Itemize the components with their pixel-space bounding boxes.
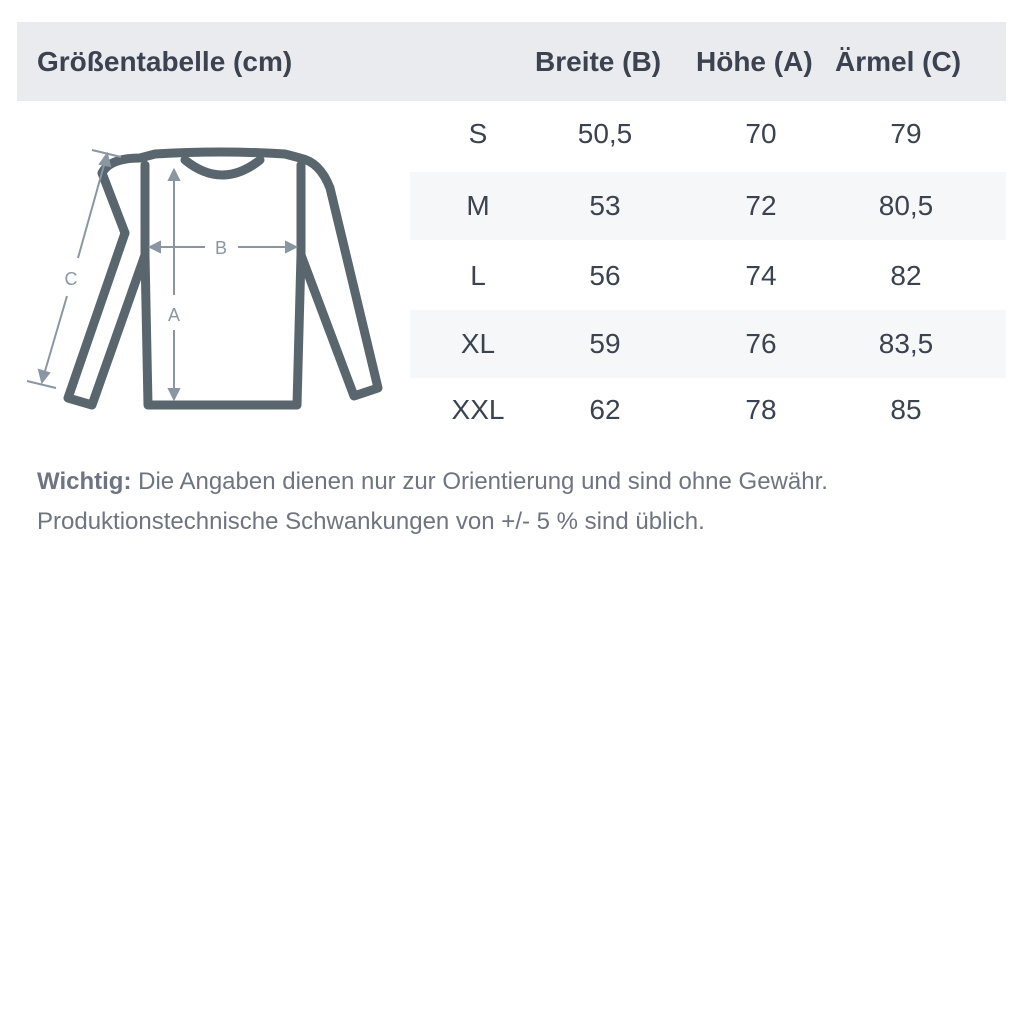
- measure-arrows: [26, 149, 299, 402]
- hoehe-cell: 70: [745, 118, 777, 149]
- aermel-cell: 83,5: [878, 328, 934, 359]
- aermel-cell: 82: [890, 260, 922, 291]
- column-header-hoehe: Höhe (A): [696, 46, 813, 77]
- aermel-cell: 79: [890, 118, 922, 149]
- breite-cell: 50,5: [577, 118, 633, 149]
- breite-cell: 59: [589, 328, 621, 359]
- table-row: [410, 172, 1006, 240]
- label-a: A: [168, 305, 180, 325]
- label-c: C: [65, 269, 78, 289]
- breite-cell: 53: [589, 190, 621, 221]
- breite-cell: 56: [589, 260, 621, 291]
- aermel-cell: 80,5: [878, 190, 934, 221]
- size-cell: XXL: [451, 394, 505, 425]
- hoehe-cell: 76: [745, 328, 777, 359]
- size-cell: M: [466, 190, 490, 221]
- sweater-illustration: A B C: [26, 147, 383, 410]
- hoehe-cell: 74: [745, 260, 777, 291]
- aermel-cell: 85: [890, 394, 922, 425]
- note-label: Wichtig:: [37, 468, 132, 495]
- table-row: [410, 310, 1006, 378]
- size-cell: L: [470, 260, 486, 291]
- note-line-2: Produktionstechnische Schwankungen von +…: [37, 508, 705, 535]
- hoehe-cell: 78: [745, 394, 777, 425]
- label-b: B: [215, 238, 227, 258]
- column-header-aermel: Ärmel (C): [835, 46, 962, 77]
- page-title: Größentabelle (cm): [37, 46, 293, 77]
- hoehe-cell: 72: [745, 190, 777, 221]
- size-cell: S: [468, 118, 488, 149]
- breite-cell: 62: [589, 394, 621, 425]
- disclaimer-note: Wichtig: Die Angaben dienen nur zur Orie…: [37, 462, 828, 542]
- column-header-breite: Breite (B): [535, 46, 662, 77]
- size-cell: XL: [460, 328, 496, 359]
- note-line-1: Die Angaben dienen nur zur Orientierung …: [138, 468, 828, 495]
- table-header: Größentabelle (cm) Breite (B) Höhe (A) Ä…: [17, 22, 1006, 101]
- sweater-outline: [63, 147, 383, 410]
